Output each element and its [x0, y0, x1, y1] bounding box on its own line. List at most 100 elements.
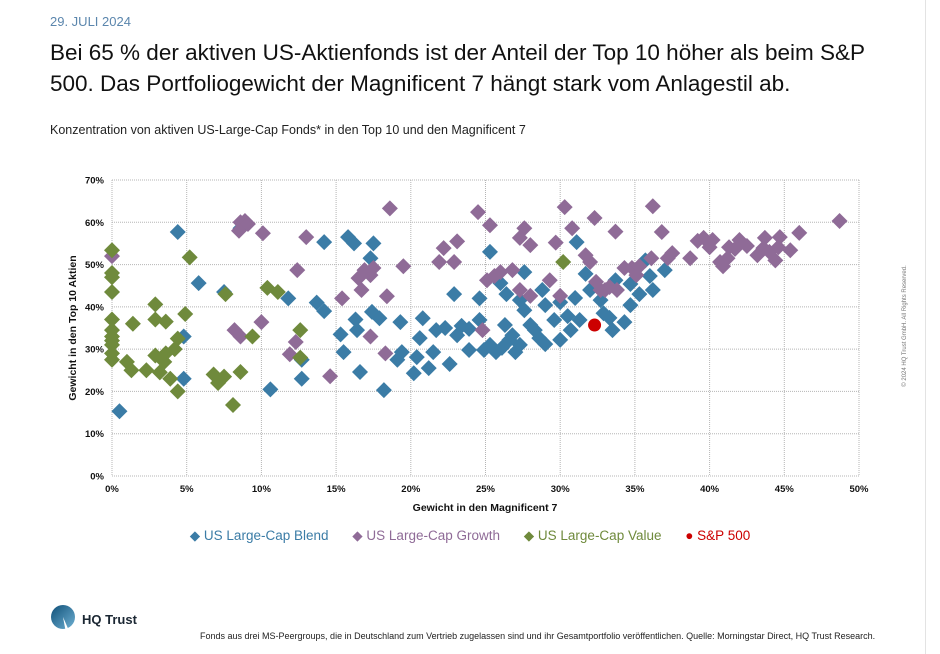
data-point-series-2	[244, 328, 261, 345]
diamond-icon: ◆	[523, 528, 535, 543]
footnote: Fonds aus drei MS-Peergroups, die in Deu…	[200, 631, 876, 641]
logo-text: HQ Trust	[82, 611, 137, 627]
data-point-series-2	[177, 306, 194, 323]
y-tick-label: 20%	[85, 387, 105, 398]
data-point-series-0	[335, 344, 352, 361]
data-point-series-1	[586, 210, 603, 227]
data-point-series-0	[516, 302, 533, 319]
data-point-series-1	[643, 250, 660, 267]
data-point-series-2	[292, 322, 309, 339]
data-point-series-0	[568, 234, 585, 251]
data-point-series-1	[322, 368, 339, 385]
x-axis-label: Gewicht in den Magnificent 7	[413, 502, 558, 514]
data-point-series-0	[461, 320, 478, 337]
data-point-series-0	[316, 234, 333, 251]
data-point-series-0	[577, 265, 594, 282]
data-point-sp500	[588, 318, 602, 332]
y-tick-label: 50%	[85, 260, 105, 271]
data-point-series-2	[555, 254, 572, 271]
x-tick-label: 50%	[849, 484, 869, 495]
data-point-series-0	[601, 309, 618, 326]
data-point-series-0	[293, 370, 310, 387]
data-point-series-1	[446, 254, 463, 271]
data-point-series-1	[522, 287, 539, 304]
logo-icon	[51, 605, 75, 633]
data-point-series-1	[511, 281, 528, 298]
data-point-series-2	[269, 284, 286, 301]
data-point-series-2	[138, 362, 155, 379]
data-point-series-0	[346, 235, 363, 252]
data-point-series-0	[352, 363, 369, 380]
data-point-series-0	[552, 331, 569, 348]
data-point-series-1	[767, 252, 784, 269]
data-point-series-0	[175, 370, 192, 387]
legend-item-value: ◆ US Large-Cap Value	[524, 528, 662, 543]
data-point-series-1	[782, 242, 799, 259]
data-point-series-0	[631, 286, 648, 303]
data-point-series-1	[682, 250, 699, 267]
data-point-series-2	[169, 330, 186, 347]
data-point-series-1	[552, 287, 569, 304]
data-point-series-2	[181, 249, 198, 266]
legend-item-growth: ◆ US Large-Cap Growth	[352, 528, 500, 543]
data-point-series-2	[217, 286, 234, 303]
data-point-series-1	[731, 232, 748, 249]
x-tick-label: 25%	[476, 484, 496, 495]
chart-subtitle: Konzentration von aktiven US-Large-Cap F…	[50, 123, 526, 137]
data-point-series-2	[232, 363, 249, 380]
data-point-series-0	[349, 322, 366, 339]
data-point-series-2	[147, 296, 164, 313]
data-point-series-0	[420, 360, 437, 377]
data-point-series-1	[556, 199, 573, 216]
data-point-series-0	[504, 327, 521, 344]
data-point-series-2	[162, 370, 179, 387]
legend-item-blend: ◆ US Large-Cap Blend	[190, 528, 329, 543]
hq-trust-logo: HQ Trust	[50, 604, 137, 634]
x-tick-label: 40%	[700, 484, 720, 495]
data-point-series-1	[522, 237, 539, 254]
diamond-icon: ◆	[189, 528, 201, 543]
data-point-series-2	[124, 315, 141, 332]
data-point-series-0	[534, 281, 551, 298]
data-point-series-1	[481, 217, 498, 234]
x-tick-label: 5%	[180, 484, 194, 495]
data-point-series-0	[446, 286, 463, 303]
data-point-series-0	[461, 341, 478, 358]
data-point-series-2	[292, 349, 309, 366]
data-point-series-0	[332, 326, 349, 343]
data-point-series-0	[498, 286, 515, 303]
x-tick-label: 45%	[775, 484, 795, 495]
data-point-series-1	[230, 222, 247, 239]
data-point-series-0	[371, 310, 388, 327]
data-point-series-0	[567, 289, 584, 306]
data-point-series-2	[104, 269, 120, 286]
data-point-series-1	[298, 229, 315, 246]
data-point-series-0	[190, 275, 207, 292]
data-point-series-2	[156, 353, 173, 370]
data-point-series-1	[377, 345, 394, 362]
data-point-series-0	[471, 290, 488, 307]
data-point-series-0	[546, 311, 563, 328]
data-point-series-1	[362, 328, 379, 345]
data-point-series-1	[504, 262, 521, 279]
data-point-series-2	[157, 313, 174, 330]
data-point-series-1	[770, 239, 787, 256]
data-point-series-1	[719, 250, 736, 267]
data-point-series-1	[582, 254, 599, 271]
data-point-series-0	[393, 344, 410, 361]
data-point-series-1	[791, 224, 808, 241]
y-axis-label: Gewicht in den Top 10 Aktien	[67, 255, 79, 400]
data-point-series-0	[405, 365, 422, 382]
data-point-series-2	[123, 362, 140, 379]
circle-icon: ●	[685, 528, 694, 543]
data-point-series-2	[104, 311, 120, 328]
legend-item-sp500: ● S&P 500	[685, 528, 750, 543]
data-points	[104, 198, 848, 420]
data-point-series-0	[169, 224, 186, 241]
data-point-series-1	[831, 213, 848, 230]
report-date: 29. JULI 2024	[50, 14, 131, 29]
data-point-series-0	[622, 297, 639, 314]
data-point-series-1	[431, 254, 448, 271]
page-edge-divider	[925, 0, 926, 654]
